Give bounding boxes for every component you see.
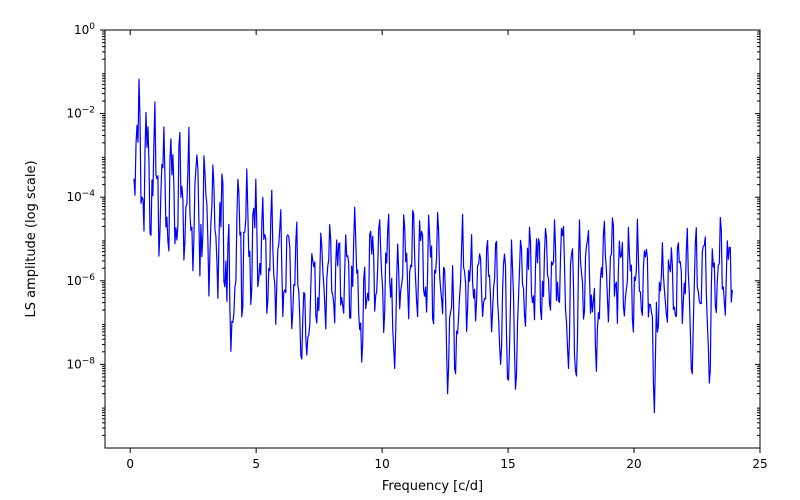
x-tick-label: 0 <box>126 457 134 471</box>
x-tick-label: 5 <box>252 457 260 471</box>
ls-periodogram-chart: 0510152025 10−810−610−410−2100 Frequency… <box>0 0 800 500</box>
x-tick-label: 25 <box>752 457 767 471</box>
x-tick-label: 10 <box>374 457 389 471</box>
y-axis-label: LS amplitude (log scale) <box>24 160 39 317</box>
x-tick-label: 15 <box>500 457 515 471</box>
x-axis-label: Frequency [c/d] <box>382 479 483 494</box>
x-tick-label: 20 <box>626 457 641 471</box>
chart-background <box>0 0 800 500</box>
